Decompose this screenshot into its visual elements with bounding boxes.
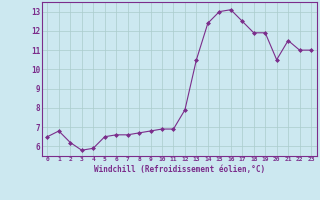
X-axis label: Windchill (Refroidissement éolien,°C): Windchill (Refroidissement éolien,°C): [94, 165, 265, 174]
